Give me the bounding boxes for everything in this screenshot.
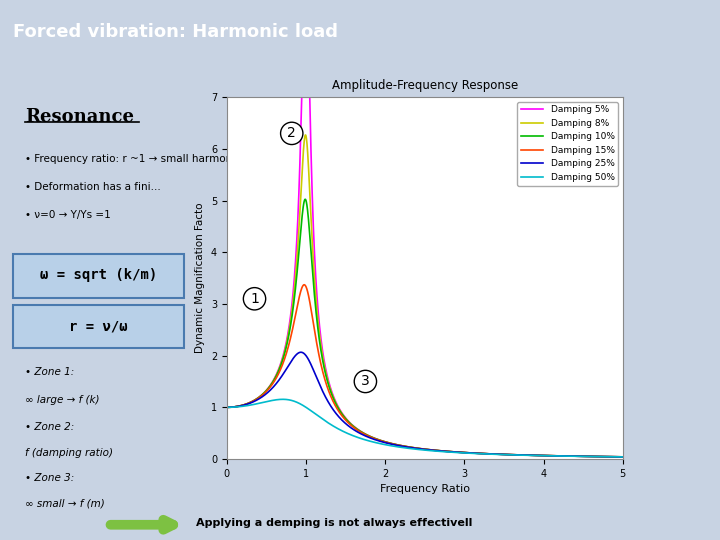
- Damping 5%: [268, 379, 276, 386]
- Damping 10%: [618, 454, 627, 460]
- Damping 25%: [568, 453, 577, 460]
- Damping 50%: [268, 397, 276, 404]
- Damping 10%: [568, 453, 577, 460]
- Damping 5%: [222, 404, 231, 410]
- Damping 15%: [611, 454, 619, 460]
- Damping 50%: [611, 454, 619, 460]
- Text: ω = sqrt (k/m): ω = sqrt (k/m): [40, 268, 157, 282]
- Damping 10%: [392, 441, 400, 448]
- Damping 5%: [374, 436, 383, 443]
- Title: Amplitude-Frequency Response: Amplitude-Frequency Response: [332, 79, 518, 92]
- FancyBboxPatch shape: [13, 254, 184, 298]
- Text: • Zone 1:: • Zone 1:: [25, 367, 75, 377]
- Text: ∞ small → f (m): ∞ small → f (m): [25, 498, 105, 509]
- Damping 50%: [392, 443, 400, 450]
- Damping 15%: [392, 442, 400, 448]
- Damping 25%: [291, 352, 300, 359]
- Damping 5%: [291, 258, 300, 265]
- Y-axis label: Dynamic Magnification Facto: Dynamic Magnification Facto: [195, 203, 205, 353]
- Text: Resonance: Resonance: [25, 109, 135, 126]
- Damping 25%: [374, 437, 383, 444]
- Damping 8%: [301, 132, 310, 138]
- Damping 10%: [268, 380, 276, 387]
- Damping 10%: [291, 285, 300, 291]
- Line: Damping 50%: Damping 50%: [227, 399, 623, 457]
- Line: Damping 5%: Damping 5%: [227, 97, 623, 457]
- Text: f (damping ratio): f (damping ratio): [25, 448, 113, 458]
- Damping 50%: [292, 399, 300, 405]
- Text: • Deformation has a fini...: • Deformation has a fini...: [25, 182, 161, 192]
- Damping 50%: [374, 440, 383, 447]
- Damping 8%: [374, 437, 383, 443]
- Damping 10%: [222, 404, 231, 410]
- Damping 15%: [618, 454, 627, 460]
- FancyBboxPatch shape: [13, 305, 184, 348]
- Text: 1: 1: [250, 292, 259, 306]
- Damping 8%: [268, 380, 276, 386]
- Text: • ν=0 → Y/Ys =1: • ν=0 → Y/Ys =1: [25, 210, 111, 220]
- Damping 10%: [611, 454, 619, 460]
- Line: Damping 10%: Damping 10%: [227, 199, 623, 457]
- Text: 2: 2: [287, 126, 296, 140]
- Damping 25%: [297, 349, 305, 355]
- X-axis label: Frequency Ratio: Frequency Ratio: [380, 484, 469, 494]
- Text: • Zone 2:: • Zone 2:: [25, 422, 75, 432]
- Damping 5%: [568, 453, 577, 460]
- Damping 15%: [374, 437, 383, 443]
- Legend: Damping 5%, Damping 8%, Damping 10%, Damping 15%, Damping 25%, Damping 50%: Damping 5%, Damping 8%, Damping 10%, Dam…: [517, 102, 618, 186]
- Line: Damping 8%: Damping 8%: [227, 135, 623, 457]
- Damping 8%: [618, 454, 627, 460]
- Damping 15%: [300, 281, 309, 288]
- Text: Applying a demping is not always effectivell: Applying a demping is not always effecti…: [197, 518, 473, 528]
- Damping 50%: [222, 404, 231, 410]
- Damping 15%: [568, 453, 577, 460]
- Text: • Frequency ratio: r ~1 → small harmonic load, large deformation: • Frequency ratio: r ~1 → small harmonic…: [25, 154, 367, 165]
- Damping 25%: [611, 454, 619, 460]
- Text: Forced vibration: Harmonic load: Forced vibration: Harmonic load: [13, 23, 338, 42]
- Text: • Zone 3:: • Zone 3:: [25, 473, 75, 483]
- Damping 15%: [291, 312, 300, 318]
- Damping 15%: [268, 381, 276, 388]
- Damping 25%: [618, 454, 627, 460]
- Damping 5%: [611, 454, 619, 460]
- Damping 25%: [268, 385, 276, 392]
- Damping 8%: [568, 453, 577, 460]
- Damping 8%: [291, 273, 300, 280]
- Line: Damping 25%: Damping 25%: [227, 352, 623, 457]
- Damping 8%: [392, 441, 400, 448]
- Damping 15%: [222, 404, 231, 410]
- Damping 10%: [374, 437, 383, 443]
- Damping 10%: [301, 196, 310, 202]
- Text: r = ν/ω: r = ν/ω: [69, 319, 127, 333]
- Damping 25%: [222, 404, 231, 410]
- Line: Damping 15%: Damping 15%: [227, 285, 623, 457]
- Damping 25%: [392, 442, 400, 448]
- Damping 5%: [297, 94, 306, 100]
- Damping 50%: [618, 454, 627, 460]
- Text: 3: 3: [361, 374, 370, 388]
- FancyArrowPatch shape: [110, 520, 174, 530]
- Damping 50%: [279, 396, 287, 402]
- Damping 50%: [568, 453, 577, 460]
- Damping 5%: [618, 454, 627, 460]
- Text: ∞ large → f (k): ∞ large → f (k): [25, 395, 100, 404]
- Damping 5%: [392, 441, 400, 448]
- Damping 8%: [611, 454, 619, 460]
- Damping 8%: [222, 404, 231, 410]
